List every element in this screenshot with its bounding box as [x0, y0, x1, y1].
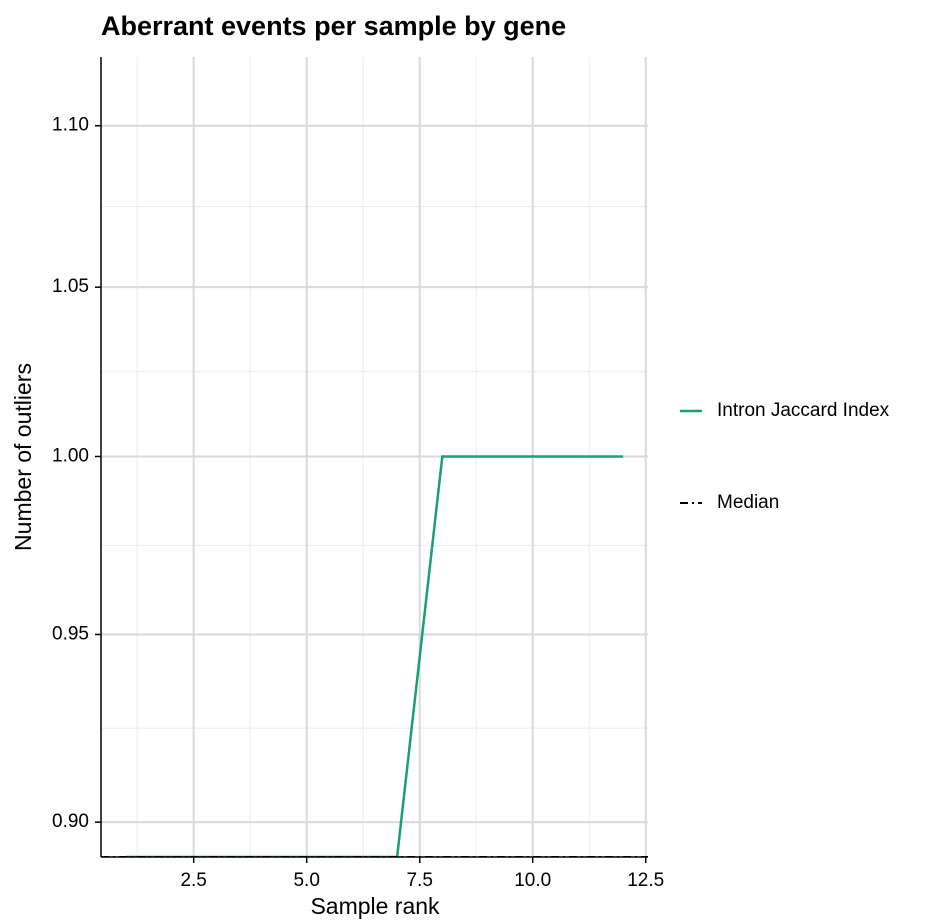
- x-axis-title: Sample rank: [310, 893, 440, 919]
- x-tick-label: 5.0: [293, 870, 319, 891]
- y-axis-title: Number of outliers: [10, 363, 36, 551]
- y-tick-label: 0.95: [52, 624, 89, 645]
- legend-label: Median: [717, 492, 779, 513]
- y-tick-label: 0.90: [52, 811, 89, 832]
- plot-area: [101, 455, 648, 857]
- y-tick-label: 1.00: [52, 445, 89, 466]
- data-line: [125, 455, 624, 857]
- x-tick-label: 12.5: [627, 870, 664, 891]
- legend-label: Intron Jaccard Index: [717, 400, 890, 421]
- x-tick-label: 7.5: [406, 870, 432, 891]
- chart-title: Aberrant events per sample by gene: [101, 11, 566, 41]
- x-tick-label: 10.0: [514, 870, 551, 891]
- x-tick-label: 2.5: [180, 870, 206, 891]
- y-tick-label: 1.10: [52, 115, 89, 136]
- y-tick-label: 1.05: [52, 276, 89, 297]
